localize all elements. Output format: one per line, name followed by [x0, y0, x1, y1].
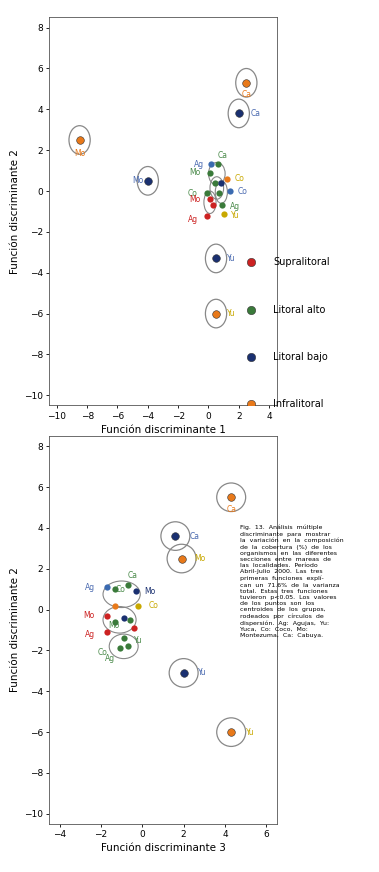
Text: Ag: Ag: [188, 215, 198, 224]
Text: Supralitoral: Supralitoral: [273, 257, 330, 268]
Text: Ca: Ca: [218, 151, 227, 160]
Text: Mo: Mo: [108, 622, 119, 630]
Text: Infralitoral: Infralitoral: [273, 399, 324, 409]
Text: Mo: Mo: [194, 554, 205, 563]
Text: Ca: Ca: [128, 571, 138, 581]
Text: Mo: Mo: [133, 176, 144, 186]
Text: Ag: Ag: [230, 201, 240, 211]
Text: Mo: Mo: [144, 587, 156, 596]
Text: Ca: Ca: [190, 532, 200, 541]
Text: Yu: Yu: [227, 309, 235, 318]
Y-axis label: Función discriminante 2: Función discriminante 2: [10, 568, 20, 692]
Text: Co: Co: [149, 601, 158, 610]
Text: Ca: Ca: [251, 109, 261, 118]
Text: Yu: Yu: [134, 636, 143, 644]
Text: Ag: Ag: [105, 654, 116, 663]
Text: Co: Co: [188, 188, 198, 198]
Text: Ca: Ca: [241, 90, 251, 99]
Text: Co: Co: [97, 648, 107, 657]
Text: Yu: Yu: [231, 211, 240, 220]
Text: Ag: Ag: [194, 160, 204, 169]
Text: Mo: Mo: [83, 611, 95, 620]
Text: Mo: Mo: [74, 149, 85, 158]
Text: Fig.  13.  Análisis  múltiple
discriminante  para  mostrar
la  variación  en  la: Fig. 13. Análisis múltiple discriminante…: [240, 525, 344, 638]
Text: Mo: Mo: [190, 168, 201, 177]
Text: Ca: Ca: [226, 505, 236, 514]
Y-axis label: Función discriminante 2: Función discriminante 2: [10, 149, 20, 274]
Text: Co: Co: [237, 187, 247, 195]
X-axis label: Función discriminante 3: Función discriminante 3: [100, 843, 226, 854]
Text: Co: Co: [116, 584, 126, 594]
Text: Yu: Yu: [227, 254, 235, 263]
Text: Yu: Yu: [246, 727, 254, 737]
Text: Co: Co: [234, 174, 244, 183]
Text: Litoral alto: Litoral alto: [273, 304, 326, 315]
Text: Ag: Ag: [85, 630, 95, 638]
Text: Ag: Ag: [85, 582, 95, 591]
Text: Mo: Mo: [190, 194, 201, 204]
Text: Litoral bajo: Litoral bajo: [273, 351, 328, 362]
Text: Yu: Yu: [198, 669, 207, 678]
X-axis label: Función discriminante 1: Función discriminante 1: [100, 425, 226, 435]
